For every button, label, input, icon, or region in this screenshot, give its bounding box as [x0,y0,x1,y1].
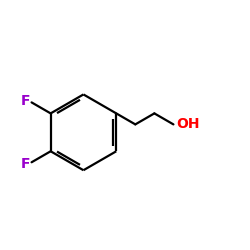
Text: F: F [21,94,30,108]
Text: F: F [21,156,30,170]
Text: OH: OH [176,118,199,132]
